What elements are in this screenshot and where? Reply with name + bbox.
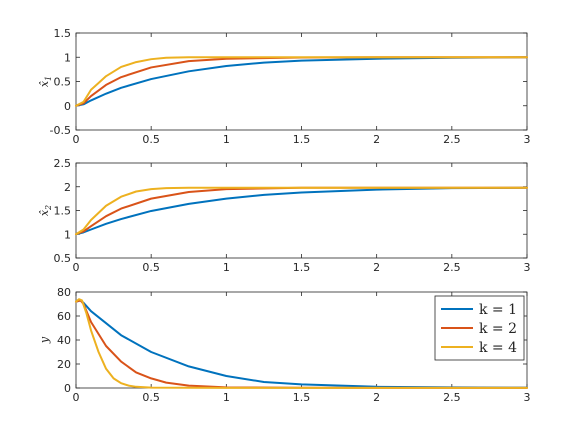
series-line-3	[75, 298, 528, 389]
x-tick-label: 3	[524, 261, 531, 274]
x-tick-label: 0	[73, 133, 80, 146]
y-axis-label-main: x̂	[38, 209, 51, 216]
y-tick-label: 2	[64, 181, 71, 194]
y-tick-label: 1	[64, 228, 71, 241]
x-tick-label: 0.5	[142, 133, 160, 146]
y-tick-label: 1.5	[54, 205, 72, 218]
legend-entry-3: k = 4	[479, 340, 517, 356]
series-line-1	[75, 56, 528, 107]
y-axis-label: x̂1	[38, 76, 53, 87]
legend: k = 1 k = 2 k = 4	[434, 295, 525, 361]
y-tick-label: 0.5	[54, 76, 72, 89]
x-tick-label: 2	[373, 261, 380, 274]
y-axis-label-main: x̂	[38, 80, 51, 87]
y-tick-label: 80	[57, 286, 71, 299]
axes-box	[75, 32, 528, 131]
y-tick-label: 0	[64, 100, 71, 113]
legend-entry-2: k = 2	[479, 321, 517, 337]
series-line-3	[75, 56, 528, 107]
y-tick-label: 1.5	[54, 27, 72, 40]
y-axis-label-subscript: 1	[44, 76, 53, 81]
x-tick-label: 1	[223, 391, 230, 404]
y-axis-label: y	[38, 336, 51, 344]
x-tick-label: 2.5	[443, 133, 461, 146]
x-tick-label: 0	[73, 261, 80, 274]
y-tick-label: 40	[57, 334, 71, 347]
subplot-x1: 0 0.5 1 1.5 2 2.5 3-0.500.511.5x̂1	[38, 27, 531, 146]
y-tick-label: 60	[57, 310, 71, 323]
y-tick-label: 0.5	[54, 252, 72, 265]
y-tick-label: 2.5	[54, 157, 72, 170]
x-tick-label: 1.5	[293, 261, 311, 274]
x-tick-label: 2	[373, 391, 380, 404]
x-tick-label: 2.5	[443, 261, 461, 274]
y-axis-label: x̂2	[38, 205, 53, 216]
series-line-3	[75, 186, 528, 236]
y-axis-label-subscript: 2	[44, 205, 53, 211]
x-tick-label: 0.5	[142, 391, 160, 404]
x-tick-label: 1.5	[293, 391, 311, 404]
x-tick-label: 2.5	[443, 391, 461, 404]
x-tick-label: 1	[223, 261, 230, 274]
y-tick-label: -0.5	[50, 124, 71, 137]
x-tick-label: 0	[73, 391, 80, 404]
x-tick-label: 0.5	[142, 261, 160, 274]
series-line-1	[75, 299, 528, 389]
x-tick-label: 3	[524, 391, 531, 404]
x-tick-label: 1.5	[293, 133, 311, 146]
subplot-y: 0 0.5 1 1.5 2 2.5 3 0 20 40 60 80 y k = 1 k = 2 k = 4	[38, 286, 531, 404]
x-tick-label: 2	[373, 133, 380, 146]
y-tick-label: 1	[64, 51, 71, 64]
series-line-1	[75, 186, 528, 236]
axes-box	[75, 162, 528, 259]
y-tick-label: 20	[57, 358, 71, 371]
legend-entry-1: k = 1	[479, 302, 517, 318]
y-axis-label-main: y	[38, 336, 51, 344]
subplot-x2: 0 0.5 1 1.5 2 2.5 30.511.522.5x̂2	[38, 157, 531, 274]
x-tick-label: 1	[223, 133, 230, 146]
x-tick-label: 3	[524, 133, 531, 146]
y-tick-label: 0	[64, 382, 71, 395]
